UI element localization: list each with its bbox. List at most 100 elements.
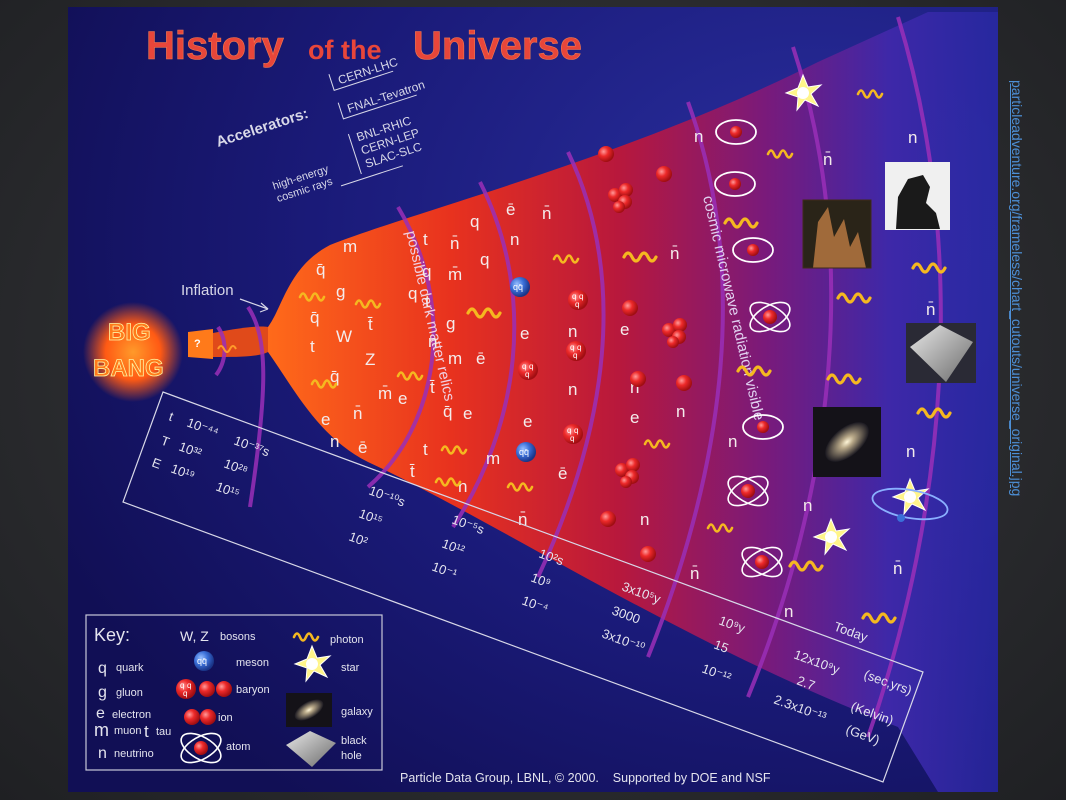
particle-e: e [398,389,407,408]
key-meson: meson [236,657,269,669]
key-neutrino: neutrino [114,748,154,760]
key-black-line2: hole [341,750,362,762]
particle-n: n [694,127,703,146]
particle-n: n [803,496,812,515]
particle-t: t [425,292,430,311]
big-bang-line2: BANG [93,355,164,382]
particle-n: n [330,432,339,451]
key-star: star [341,662,360,674]
particle-mbar: m̄ [448,265,462,284]
particle-nbar: n̄ [450,234,459,253]
key-symbol-q: q [98,660,107,677]
particle-q: q [480,250,489,269]
baryon [568,290,588,310]
inflation-label: Inflation [181,282,234,299]
particle-nbar: n̄ [893,559,902,578]
key-bosons: bosons [220,631,256,643]
inflation-arrow [239,298,269,310]
key-baryon-icon [199,681,215,697]
key-ion-icon [184,709,200,725]
particle-qbar: q̄ [316,260,325,279]
big-bang-glow [83,302,183,402]
particle-e: e [630,408,639,427]
particle-n: n [568,322,577,341]
particle-e: e [463,404,472,423]
particle-nbar: n̄ [926,300,935,319]
particle-m: m [486,449,500,468]
particle-n: n [784,602,793,621]
particle-n: n [908,128,917,147]
key-muon: muon [114,725,142,737]
particle-qbar: q̄ [310,308,319,327]
particle-t: t [423,440,428,459]
source-link[interactable]: particleadventure.org/frameless/chart_cu… [1005,80,1027,720]
particle-q: q [408,284,417,303]
particle-g: g [336,282,345,301]
key-black-line1: black [341,735,367,747]
key-wz-symbol: W, Z [180,628,209,644]
particle-letters: m t n̄ q̄ q m̄ g q t W q̄ t t̄ Z q̄ m̄ e… [310,127,935,621]
key-tau: tau [156,726,171,738]
particle-mbar: m̄ [378,384,392,403]
particle-t: t [310,337,315,356]
key-atom: atom [226,741,250,753]
key-symbol-n: n [98,745,107,762]
particle-nbar: n̄ [353,404,362,423]
particle-ebar: ē [358,438,367,457]
particle-nbar: n̄ [823,150,832,169]
title-universe: Universe [413,24,582,68]
particle-e: e [620,320,629,339]
key-baryon-icon [216,681,232,697]
particle-n: n [906,442,915,461]
particle-tbar: t̄ [429,378,435,397]
scale-c7-temp: 15 [712,637,731,656]
source-link-text[interactable]: particleadventure.org/frameless/chart_cu… [1009,80,1025,497]
particle-z: Z [365,350,375,369]
particle-q: q [470,212,479,231]
particle-e: e [321,410,330,429]
particle-e: e [520,324,529,343]
key-symbol-t: t [144,722,149,741]
particle-nbar: n̄ [518,510,527,529]
particle-qbar: q̄ [330,367,339,386]
particle-m: m [448,349,462,368]
key-photon: photon [330,634,364,646]
key-symbol-e: e [96,705,105,722]
scale-c8-temp: 2.7 [795,673,817,693]
particle-tbar: t̄ [367,315,373,334]
key-title: Key: [94,625,130,645]
proton [656,166,672,182]
particle-w: W [336,327,352,346]
particle-n: n [568,380,577,399]
particle-nbar: n̄ [630,378,639,397]
title-history: History [146,24,285,68]
proton [640,546,656,562]
poster-canvas: qqq qq̄ History of the Universe Accelera… [68,7,998,792]
legend-key: Key: q quark g gluon e electron m muon t… [85,614,383,771]
credit-line: Particle Data Group, LBNL, © 2000. Suppo… [400,771,771,785]
particle-q: q [422,262,431,281]
unknown-mark: ? [194,338,201,350]
key-gluon: gluon [116,687,143,699]
planet-icon [897,514,905,522]
proton [598,146,614,162]
particle-n: n [640,510,649,529]
key-meson-icon [194,651,214,671]
particle-n: n [728,432,737,451]
particle-tbar: t̄ [409,462,415,481]
key-symbol-m: m [94,720,109,740]
key-baryon: baryon [236,684,270,696]
key-quark: quark [116,662,144,674]
baryon [566,341,586,361]
particle-nbar: n̄ [690,564,699,583]
scale-c3-energy: 10² [347,529,370,550]
particle-n: n [510,230,519,249]
key-black-hole-icon [286,731,336,767]
proton [630,371,646,387]
particle-m: m [343,237,357,256]
scale-row-t: t [167,409,176,424]
proton [676,375,692,391]
particle-qbar: q̄ [443,402,452,421]
particle-n: n [676,402,685,421]
proton [600,511,616,527]
